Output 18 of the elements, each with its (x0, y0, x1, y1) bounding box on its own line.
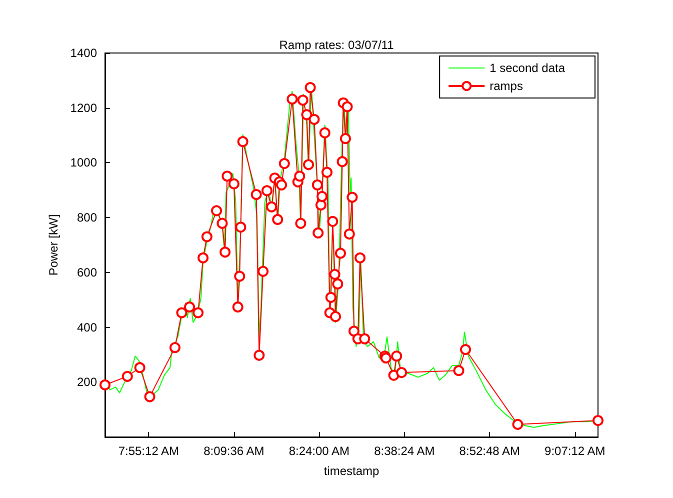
chart-title: Ramp rates: 03/07/11 (279, 38, 394, 52)
x-tick-label: 8:24:00 AM (288, 444, 350, 458)
x-tick-label: 8:38:24 AM (374, 444, 435, 458)
y-tick-label: 200 (76, 375, 98, 390)
y-tick-label: 800 (76, 210, 98, 225)
y-tick-label: 400 (76, 320, 98, 334)
x-tick-label: 7:55:12 AM (118, 444, 180, 458)
x-tick-label: 8:09:36 AM (204, 444, 264, 458)
legend-label: 1 second data (490, 61, 566, 75)
y-tick-label: 1200 (70, 100, 98, 115)
y-tick-label: 1000 (70, 156, 98, 170)
x-axis-title: timestamp (324, 464, 380, 478)
x-tick-label: 8:52:48 AM (459, 444, 520, 458)
y-axis-title: Power [kW] (46, 214, 60, 276)
legend-label: ramps (490, 79, 523, 93)
y-tick-label: 1400 (70, 46, 98, 60)
y-tick-label: 600 (76, 265, 98, 280)
x-tick-label: 9:07:12 AM (544, 444, 606, 458)
